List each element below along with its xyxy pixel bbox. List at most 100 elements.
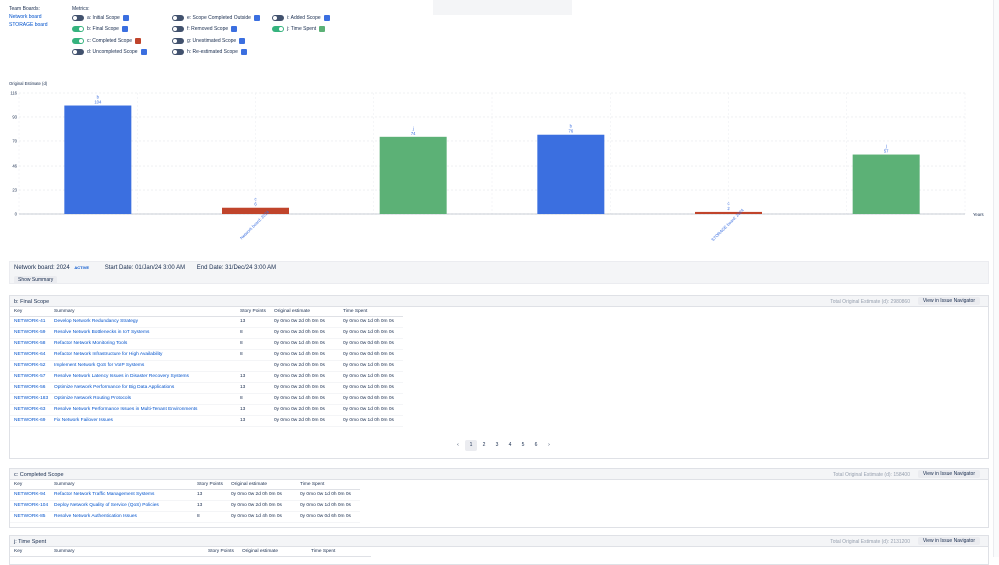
page-3-button[interactable]: 3	[495, 442, 499, 448]
issue-key-link[interactable]: NETWORK-64	[10, 349, 50, 361]
table-row: NETWORK-64 Refactor Network Infrastructur…	[10, 349, 403, 361]
issue-key-link[interactable]: NETWORK-85	[10, 511, 50, 523]
metric-toggle-e[interactable]: e: Scope Completed Outside	[172, 14, 260, 22]
column-header[interactable]: Summary	[50, 307, 236, 317]
column-header[interactable]: Time Spent	[339, 307, 403, 317]
bar-series-label: j	[412, 126, 414, 131]
issue-summary-link[interactable]: Resolve Network Performance Issues in Mu…	[50, 404, 236, 416]
column-header[interactable]: Summary	[50, 547, 204, 557]
column-header[interactable]: Time Spent	[307, 547, 371, 557]
table-cell: 13	[193, 489, 227, 501]
toggle-switch[interactable]	[172, 15, 184, 21]
metric-toggle-a[interactable]: a: Initial Scope	[72, 14, 129, 22]
toggle-switch[interactable]	[172, 48, 184, 55]
completed-scope-total: Total Original Estimate (d): 158400	[833, 472, 910, 478]
table-row: NETWORK-52 Implement Network QoS for VoIP…	[10, 360, 403, 372]
issue-summary-link[interactable]: Refactor Network Traffic Management Syst…	[50, 489, 193, 501]
table-cell: 0y 0mo 0w 1d 0h 0m 0s	[339, 404, 403, 416]
issue-summary-link[interactable]: Develop Network Redundancy Strategy	[50, 316, 236, 328]
column-header[interactable]: Key	[10, 480, 50, 490]
issue-key-link[interactable]: NETWORK-41	[10, 316, 50, 328]
column-header[interactable]: Story Points	[236, 307, 270, 317]
metric-toggle-g[interactable]: g: Unestimated Scope	[172, 37, 246, 45]
board-link-storage[interactable]: STORAGE board	[9, 22, 48, 28]
issue-summary-link[interactable]: Implement Network QoS for VoIP Systems	[50, 360, 236, 372]
pagination: ‹ 1 2 3 4 5 6 ›	[452, 440, 556, 451]
metric-toggle-f[interactable]: f: Removed Scope	[172, 25, 238, 33]
issue-summary-link[interactable]: Deploy Network Quality of Service (QoS) …	[50, 500, 193, 512]
issue-key-link[interactable]: NETWORK-94	[10, 489, 50, 501]
completed-scope-panel: c: Completed Scope Total Original Estima…	[9, 468, 989, 528]
table-cell: 0y 0mo 0w 1d 4h 0m 0s	[227, 511, 296, 523]
table-cell: 0y 0mo 0w 2d 0h 0m 0s	[227, 500, 296, 512]
page-1-button[interactable]: 1	[465, 440, 477, 451]
completed-scope-navigator-button[interactable]: View in Issue Navigator	[917, 470, 980, 478]
issue-key-link[interactable]: NETWORK-183	[10, 393, 50, 405]
metric-toggle-b[interactable]: b: Final Scope	[72, 25, 128, 33]
bar-series-label: j	[885, 144, 887, 149]
final-scope-navigator-button[interactable]: View in Issue Navigator	[917, 297, 980, 305]
time-spent-panel: j: Time Spent Total Original Estimate (d…	[9, 535, 989, 565]
prev-page-button[interactable]: ‹	[457, 442, 459, 448]
issue-summary-link[interactable]: Refactor Network Infrastructure for High…	[50, 349, 236, 361]
metric-color-swatch	[122, 15, 129, 21]
issue-summary-link[interactable]: Fix Network Failover Issues	[50, 415, 236, 427]
issue-key-link[interactable]: NETWORK-63	[10, 404, 50, 416]
toggle-switch[interactable]	[272, 26, 284, 33]
table-cell: 8	[193, 511, 227, 523]
toggle-switch[interactable]	[172, 26, 184, 33]
column-header[interactable]: Original estimate	[238, 547, 307, 557]
metric-toggle-i[interactable]: i: Added Scope	[272, 14, 330, 22]
issue-summary-link[interactable]: Optimize Network Routing Protocols	[50, 393, 236, 405]
table-cell: 0y 0mo 0w 2d 0h 0m 0s	[270, 360, 339, 372]
page-6-button[interactable]: 6	[534, 442, 538, 448]
issue-summary-link[interactable]: Resolve Network Authentication Issues	[50, 511, 193, 523]
issue-key-link[interactable]: NETWORK-104	[10, 500, 50, 512]
column-header[interactable]: Original estimate	[227, 480, 296, 490]
page-2-button[interactable]: 2	[482, 442, 486, 448]
issue-summary-link[interactable]: Optimize Network Performance for Big Dat…	[50, 382, 236, 394]
page-5-button[interactable]: 5	[521, 442, 525, 448]
metric-label: f: Removed Scope	[187, 26, 229, 33]
issue-key-link[interactable]: NETWORK-69	[10, 415, 50, 427]
show-summary-button[interactable]: Show Summary	[14, 276, 58, 284]
toggle-switch[interactable]	[72, 26, 84, 33]
toggle-switch[interactable]	[72, 15, 84, 21]
issue-summary-link[interactable]: Resolve Network Bottlenecks in IoT Syste…	[50, 327, 236, 339]
metric-toggle-d[interactable]: d: Uncompleted Scope	[72, 48, 147, 56]
toggle-switch[interactable]	[72, 37, 84, 44]
bar-series-label: c	[254, 197, 256, 202]
column-header[interactable]: Story Points	[193, 480, 227, 490]
column-header[interactable]: Story Points	[204, 547, 238, 557]
table-cell: 13	[193, 500, 227, 512]
column-header[interactable]: Key	[10, 547, 50, 557]
toggle-switch[interactable]	[172, 37, 184, 44]
issue-summary-link[interactable]: Refactor Network Monitoring Tools	[50, 338, 236, 350]
column-header[interactable]: Time Spent	[296, 480, 360, 490]
issue-key-link[interactable]: NETWORK-59	[10, 327, 50, 339]
table-cell: 0y 0mo 0w 2d 0h 0m 0s	[270, 371, 339, 383]
issue-key-link[interactable]: NETWORK-56	[10, 382, 50, 394]
scrollbar[interactable]	[993, 0, 999, 557]
issue-key-link[interactable]: NETWORK-58	[10, 338, 50, 350]
next-page-button[interactable]: ›	[548, 442, 550, 448]
metric-toggle-h[interactable]: h: Re-estimated Scope	[172, 48, 247, 56]
issue-summary-link[interactable]: Resolve Network Latency Issues in Disast…	[50, 371, 236, 383]
toggle-switch[interactable]	[272, 15, 284, 21]
bar-value-label: 104	[94, 100, 102, 105]
page-4-button[interactable]: 4	[508, 442, 512, 448]
table-row: NETWORK-63 Resolve Network Performance Is…	[10, 404, 403, 416]
bar-j-2	[852, 154, 920, 214]
metric-color-swatch	[240, 48, 247, 55]
metric-toggle-c[interactable]: c: Completed Scope	[72, 37, 142, 45]
column-header[interactable]: Key	[10, 307, 50, 317]
column-header[interactable]: Original estimate	[270, 307, 339, 317]
issue-key-link[interactable]: NETWORK-52	[10, 360, 50, 372]
issue-key-link[interactable]: NETWORK-57	[10, 371, 50, 383]
time-spent-navigator-button[interactable]: View in Issue Navigator	[917, 537, 980, 545]
column-header[interactable]: Summary	[50, 480, 193, 490]
table-cell: 13	[236, 404, 270, 416]
metric-toggle-j[interactable]: j: Time Spent	[272, 25, 326, 33]
board-link-network[interactable]: Network board	[9, 14, 42, 20]
toggle-switch[interactable]	[72, 48, 84, 55]
